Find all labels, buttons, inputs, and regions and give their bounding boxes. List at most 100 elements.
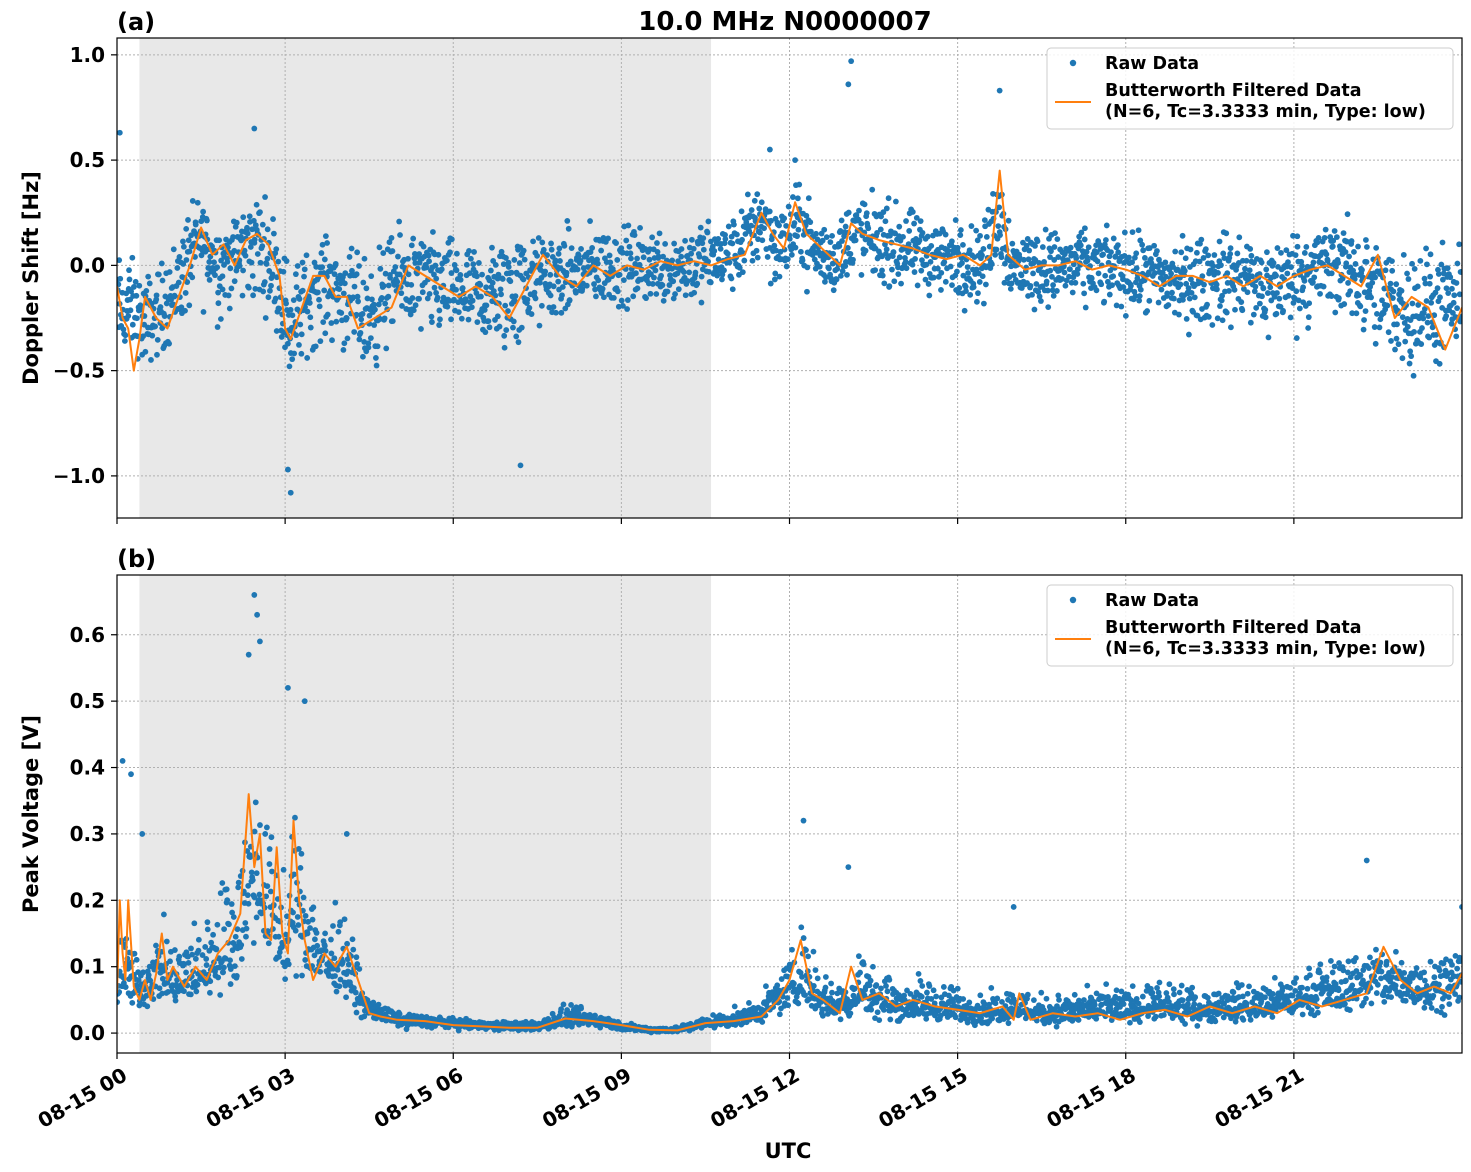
raw-data-point [699,240,706,247]
raw-data-point [349,936,356,943]
panel-label: (a) [117,8,155,36]
raw-data-point [1361,289,1368,296]
raw-data-point [807,228,814,235]
raw-data-point [324,240,331,246]
raw-data-point [219,880,226,886]
raw-data-point [973,227,980,234]
raw-data-point [1438,261,1445,268]
raw-data-point [799,973,805,980]
raw-data-point [652,267,659,274]
raw-data-point [202,944,209,950]
raw-data-point [217,992,224,998]
raw-data-point [396,218,403,225]
raw-data-point [1045,304,1052,311]
raw-data-point [240,267,246,274]
raw-data-point [1103,222,1110,229]
raw-data-point [158,260,165,267]
raw-data-point [336,286,343,293]
raw-data-point [736,264,743,271]
raw-data-point [906,228,913,234]
raw-data-point [1344,211,1351,218]
raw-data-point [479,271,485,278]
raw-data-point [365,344,372,351]
raw-data-point [531,289,538,296]
raw-data-point [568,245,575,252]
raw-data-point [928,996,935,1002]
raw-data-point [359,311,366,317]
raw-data-point [332,260,339,267]
raw-data-point [791,980,797,987]
raw-data-point [1221,255,1228,262]
raw-data-point [1137,237,1144,244]
raw-data-point [1388,338,1394,344]
raw-data-point [444,257,450,264]
raw-data-point [749,257,756,264]
raw-data-point [204,919,211,926]
raw-data-point [458,315,465,322]
raw-data-point [1178,982,1185,989]
raw-data-point [448,316,454,323]
raw-data-point [954,268,960,275]
raw-data-point [1426,280,1433,287]
raw-data-point [771,242,778,249]
raw-data-point [189,198,196,204]
raw-data-point [1384,302,1391,309]
raw-data-point [1154,985,1160,991]
raw-data-point [365,340,372,347]
raw-data-point [909,261,916,268]
raw-data-point [303,252,310,259]
raw-data-point [1447,274,1454,281]
raw-data-point [1258,280,1264,287]
raw-data-point [273,328,280,334]
raw-data-point [132,278,139,285]
raw-data-point [1251,288,1258,295]
raw-data-point [1051,244,1058,250]
raw-data-point [813,230,819,237]
raw-data-point [810,983,817,989]
raw-data-point [1340,230,1347,236]
raw-data-point [1324,257,1331,264]
raw-data-point [1252,283,1259,290]
raw-data-point [1402,338,1409,345]
raw-data-point [1373,244,1380,251]
raw-data-point [564,217,571,224]
raw-data-point [357,329,364,336]
raw-data-point [251,125,258,132]
raw-data-point [1218,297,1225,304]
raw-data-point [1001,279,1008,286]
raw-data-point [614,288,621,295]
raw-data-point [186,248,193,255]
raw-data-point [912,256,918,262]
raw-data-point [634,255,640,262]
raw-data-point [210,931,216,938]
raw-data-point [353,271,360,278]
raw-data-point [1292,252,1299,258]
raw-data-point [560,1001,567,1008]
raw-data-point [176,254,183,260]
raw-data-point [1395,341,1402,348]
raw-data-point [830,287,837,294]
raw-data-point [230,234,236,240]
raw-data-point [180,243,187,250]
raw-data-point [301,273,307,280]
raw-data-point [1188,289,1195,296]
raw-data-point [692,269,699,276]
raw-data-point [1212,1018,1219,1025]
raw-data-point [133,292,140,299]
raw-data-point [636,261,643,268]
raw-data-point [294,914,301,920]
raw-data-point [1214,315,1221,322]
raw-data-point [1449,310,1456,316]
raw-data-point [272,295,279,302]
raw-data-point [734,231,740,238]
raw-data-point [471,249,477,255]
raw-data-point [1095,270,1102,277]
raw-data-point [1415,302,1422,308]
raw-data-point [1098,281,1105,288]
raw-data-point [1321,234,1328,241]
raw-data-point [729,286,736,293]
raw-data-point [1305,314,1312,321]
raw-data-point [1131,254,1138,261]
raw-data-point [1390,288,1397,295]
raw-data-point [878,213,884,220]
